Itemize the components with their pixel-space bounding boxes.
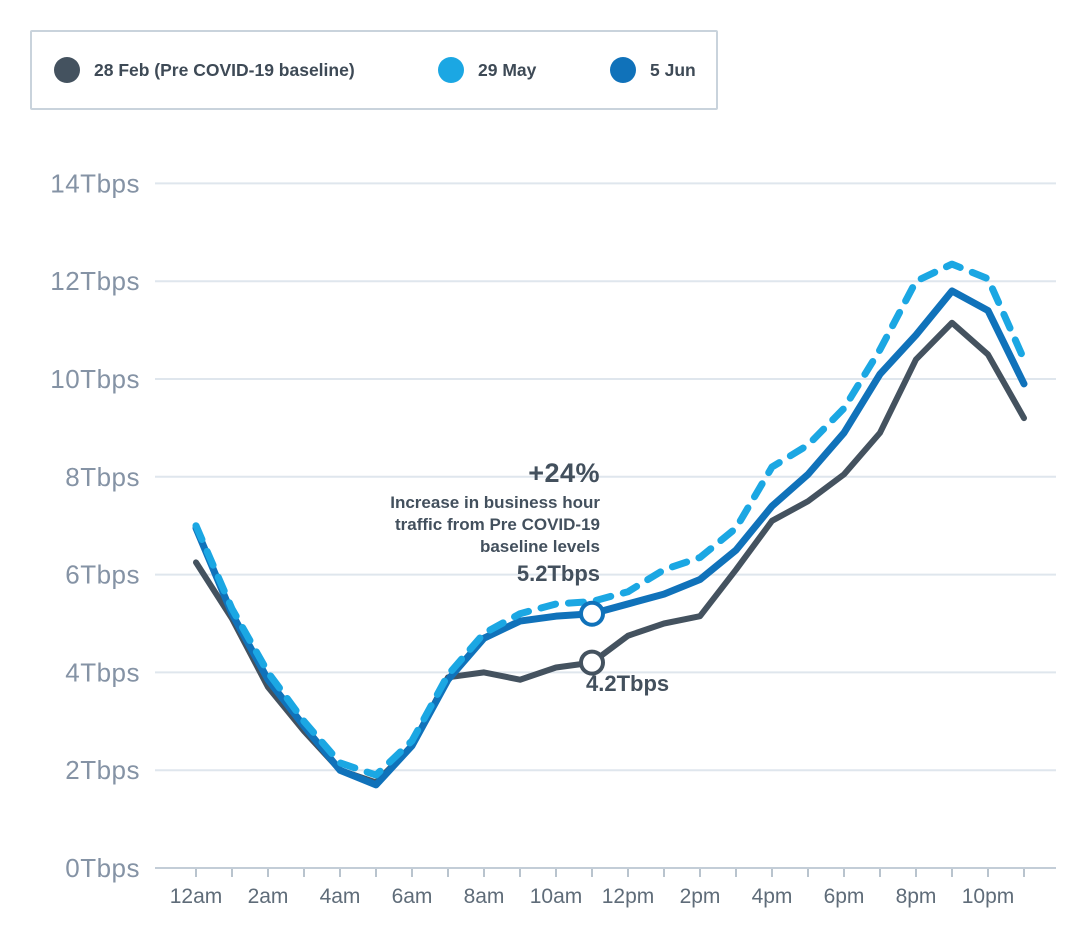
data-point-marker	[579, 649, 605, 676]
x-axis-label: 2pm	[680, 885, 721, 908]
legend-dot-28-feb-icon	[54, 57, 80, 83]
y-axis-label: 14Tbps	[50, 168, 140, 198]
annotation-increase: +24% Increase in business hour traffic f…	[386, 458, 600, 587]
data-point-marker	[579, 600, 605, 627]
x-axis-label: 6am	[392, 885, 433, 908]
legend-dot-5-jun-icon	[610, 57, 636, 83]
y-axis-label: 2Tbps	[65, 755, 140, 785]
y-axis-label: 6Tbps	[65, 560, 140, 590]
x-axis-label: 4pm	[752, 885, 793, 908]
x-axis-label: 8pm	[896, 885, 937, 908]
x-axis-label: 6pm	[824, 885, 865, 908]
x-axis-label: 12pm	[602, 885, 655, 908]
series-line-29-may	[192, 260, 1028, 779]
x-axis-label: 10am	[530, 885, 583, 908]
annotation-headline: +24%	[528, 458, 600, 488]
x-axis-label: 4am	[320, 885, 361, 908]
legend-item-28-feb[interactable]: 28 Feb (Pre COVID-19 baseline)	[54, 32, 355, 108]
legend-item-label: 28 Feb (Pre COVID-19 baseline)	[94, 59, 355, 80]
annotation-description: Increase in business hour traffic from P…	[390, 493, 600, 556]
legend-item-29-may[interactable]: 29 May	[438, 32, 536, 108]
value-label-28-feb: 4.2Tbps	[586, 671, 670, 696]
legend-dot-29-may-icon	[438, 57, 464, 83]
y-axis-label: 4Tbps	[65, 657, 140, 687]
series-line-28-feb	[193, 319, 1027, 786]
y-axis-label: 12Tbps	[50, 266, 140, 296]
value-label-5-jun: 5.2Tbps	[516, 561, 600, 586]
legend-item-label: 29 May	[478, 59, 537, 80]
y-axis-label: 0Tbps	[65, 853, 140, 883]
y-axis-label: 10Tbps	[50, 364, 140, 394]
x-axis-label: 12am	[170, 885, 223, 908]
x-axis-label: 10pm	[962, 885, 1015, 908]
legend-item-5-jun[interactable]: 5 Jun	[610, 32, 696, 108]
legend: 28 Feb (Pre COVID-19 baseline) 29 May 5 …	[30, 30, 718, 110]
x-axis-label: 8am	[464, 885, 505, 908]
legend-item-label: 5 Jun	[650, 59, 696, 80]
x-axis-label: 2am	[248, 885, 289, 908]
series-line-5-jun	[192, 287, 1028, 789]
y-axis-label: 8Tbps	[65, 462, 140, 492]
